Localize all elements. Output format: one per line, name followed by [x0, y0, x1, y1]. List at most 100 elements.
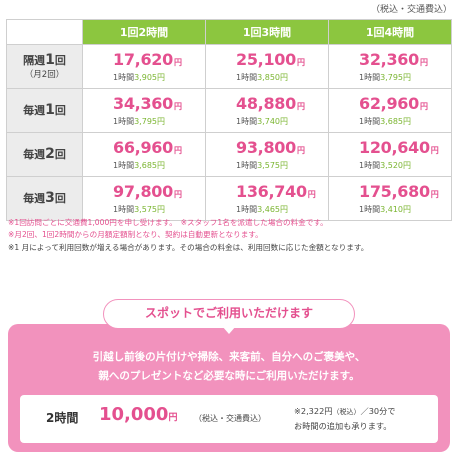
price-amount: 120,640円	[359, 138, 451, 160]
row-label: 毎週3回	[6, 176, 83, 221]
price-cell: 34,360円 1時間3,795円	[82, 88, 206, 133]
hourly-yen: 円	[403, 160, 411, 170]
hourly-value: 3,685円	[134, 161, 165, 170]
row-label: 隔週1回 （月2回）	[6, 44, 83, 89]
price-cell: 136,740円 1時間3,465円	[205, 176, 329, 221]
price-amount: 97,800円	[113, 181, 205, 204]
hourly-yen: 円	[280, 72, 288, 82]
hourly-prefix: 1時間	[236, 160, 258, 170]
price-yen: 円	[307, 189, 316, 199]
hourly-value: 3,685円	[380, 117, 411, 126]
price-value: 93,800	[236, 137, 296, 157]
price-amount: 17,620円	[113, 49, 205, 72]
price-yen: 円	[173, 145, 182, 155]
table-corner	[6, 19, 83, 45]
spot-tax: （税込・交通費込）	[194, 414, 266, 423]
price-yen: 円	[173, 101, 182, 111]
hourly-yen: 円	[280, 116, 288, 126]
price-cell: 17,620円 1時間3,905円	[82, 44, 206, 89]
price-yen: 円	[173, 57, 182, 67]
price-yen: 円	[296, 101, 305, 111]
price-cell: 48,880円 1時間3,740円	[205, 88, 329, 133]
hourly-prefix: 1時間	[236, 204, 258, 214]
hourly-value: 3,850円	[257, 73, 288, 82]
hourly-rate: 1時間3,465円	[236, 204, 328, 215]
hourly-rate: 1時間3,795円	[113, 116, 205, 127]
row-label-text: 毎週	[23, 191, 46, 205]
spot-duration: 2時間	[46, 411, 79, 425]
column-header-2h: 1回2時間	[82, 19, 206, 45]
hourly-yen: 円	[403, 204, 411, 214]
price-value: 17,620	[113, 49, 173, 69]
price-cell: 32,360円 1時間3,795円	[328, 44, 452, 89]
price-value: 25,100	[236, 49, 296, 69]
row-label-suffix: 回	[54, 191, 66, 205]
hourly-rate: 1時間3,795円	[359, 72, 451, 83]
price-amount: 93,800円	[236, 137, 328, 160]
spot-yen: 円	[168, 413, 178, 423]
hourly-prefix: 1時間	[236, 116, 258, 126]
hourly-value: 3,465円	[257, 205, 288, 214]
price-amount: 62,960円	[359, 94, 451, 116]
hourly-value: 3,905円	[134, 73, 165, 82]
hourly-value: 3,410円	[380, 205, 411, 214]
hourly-number: 3,850	[257, 72, 280, 82]
price-cell: 66,960円 1時間3,685円	[82, 132, 206, 177]
hourly-rate: 1時間3,575円	[236, 160, 328, 171]
row-label-text: 毎週	[23, 103, 46, 117]
price-value: 97,800	[113, 181, 173, 201]
price-amount: 32,360円	[359, 49, 451, 72]
hourly-yen: 円	[157, 72, 165, 82]
price-amount: 25,100円	[236, 49, 328, 72]
hourly-rate: 1時間3,575円	[113, 204, 205, 215]
spot-price: 10,000円	[99, 404, 177, 425]
hourly-value: 3,520円	[380, 161, 411, 170]
hourly-value: 3,795円	[380, 73, 411, 82]
price-cell: 120,640円 1時間3,520円	[328, 132, 452, 177]
row-label: 毎週2回	[6, 132, 83, 177]
hourly-yen: 円	[157, 116, 165, 126]
price-value: 66,960	[113, 137, 173, 157]
hourly-prefix: 1時間	[113, 116, 135, 126]
table-header-row: 1回2時間 1回3時間 1回4時間	[6, 19, 452, 45]
price-amount: 136,740円	[236, 181, 328, 204]
hourly-prefix: 1時間	[359, 160, 381, 170]
spot-title: スポットでご利用いただけます	[103, 299, 355, 329]
column-header-4h: 1回4時間	[328, 19, 452, 45]
price-value: 136,740	[236, 181, 307, 201]
price-yen: 円	[419, 57, 428, 67]
hourly-number: 3,575	[257, 160, 280, 170]
table-row: 毎週3回 97,800円 1時間3,575円 136,740円 1時間3,465円 175…	[6, 176, 452, 221]
hourly-number: 3,410	[380, 204, 403, 214]
row-label-num: 3	[45, 189, 55, 206]
hourly-rate: 1時間3,850円	[236, 72, 328, 83]
extra-price: ※2,322円	[294, 406, 333, 416]
price-cell: 97,800円 1時間3,575円	[82, 176, 206, 221]
hourly-yen: 円	[403, 72, 411, 82]
price-yen: 円	[430, 189, 439, 199]
hourly-value: 3,740円	[257, 117, 288, 126]
hourly-prefix: 1時間	[113, 160, 135, 170]
hourly-prefix: 1時間	[236, 72, 258, 82]
note-line: ※1回訪問ごとに交通費1,000円を申し受けます。 ※スタッフ1名を派遣した場合…	[8, 218, 328, 227]
hourly-number: 3,795	[380, 72, 403, 82]
hourly-number: 3,685	[380, 116, 403, 126]
price-yen: 円	[296, 145, 305, 155]
price-yen: 円	[173, 189, 182, 199]
hourly-rate: 1時間3,905円	[113, 72, 205, 83]
notes: ※1回訪問ごとに交通費1,000円を申し受けます。 ※スタッフ1名を派遣した場合…	[8, 217, 452, 254]
price-amount: 34,360円	[113, 93, 205, 116]
price-cell: 25,100円 1時間3,850円	[205, 44, 329, 89]
hourly-number: 3,905	[134, 72, 157, 82]
hourly-value: 3,795円	[134, 117, 165, 126]
hourly-number: 3,465	[257, 204, 280, 214]
price-yen: 円	[430, 145, 439, 155]
note-line: ※月2回、1回2時間からの月額定額制となり、契約は自動更新となります。	[8, 230, 263, 240]
price-value: 34,360	[113, 93, 173, 113]
hourly-yen: 円	[157, 204, 165, 214]
row-label-num: 1	[45, 52, 55, 69]
note-line: ※1 月によって利用回数が増える場合があります。その場合の料金は、利用回数に応じ…	[8, 242, 369, 252]
price-value: 32,360	[359, 49, 419, 69]
table-row: 毎週2回 66,960円 1時間3,685円 93,800円 1時間3,575円 120,…	[6, 132, 452, 177]
hourly-prefix: 1時間	[359, 204, 381, 214]
